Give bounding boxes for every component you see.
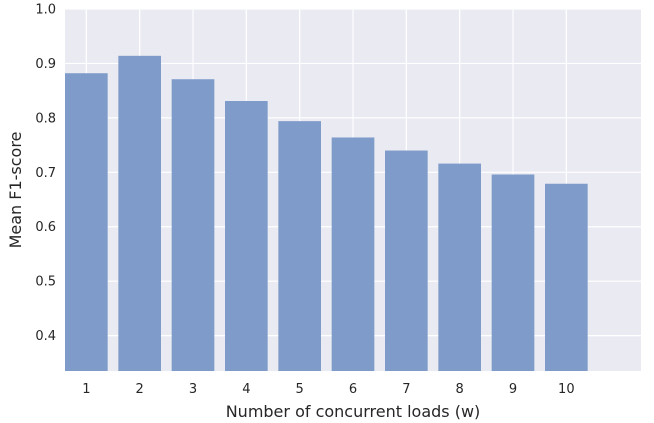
x-tick-label: 1 bbox=[82, 382, 90, 397]
y-tick-label: 0.8 bbox=[35, 111, 56, 126]
x-tick-label: 3 bbox=[189, 382, 197, 397]
y-tick-label: 0.5 bbox=[35, 275, 56, 290]
y-tick-label: 1.0 bbox=[35, 3, 56, 18]
bar-8 bbox=[438, 163, 481, 371]
x-tick-label: 6 bbox=[349, 382, 357, 397]
x-tick-label: 2 bbox=[136, 382, 144, 397]
x-tick-label: 8 bbox=[456, 382, 464, 397]
bar-9 bbox=[491, 174, 535, 371]
bar-2 bbox=[118, 55, 161, 372]
y-tick-label: 0.6 bbox=[35, 220, 56, 235]
bar-5 bbox=[278, 121, 321, 372]
y-axis-label: Mean F1-score bbox=[6, 132, 25, 249]
x-tick-label: 5 bbox=[296, 382, 304, 397]
bar-4 bbox=[225, 100, 268, 371]
bar-7 bbox=[385, 150, 428, 371]
y-tick-label: 0.9 bbox=[35, 57, 56, 72]
y-tick-label: 0.4 bbox=[35, 329, 56, 344]
bars bbox=[65, 55, 588, 372]
bar-10 bbox=[545, 183, 588, 371]
x-tick-label: 4 bbox=[242, 382, 250, 397]
x-tick-label: 10 bbox=[558, 382, 575, 397]
x-axis-label: Number of concurrent loads (w) bbox=[226, 402, 481, 421]
bar-3 bbox=[171, 79, 215, 371]
y-tick-labels: 0.4 0.5 0.6 0.7 0.8 0.9 1.0 bbox=[35, 3, 56, 345]
y-tick-label: 0.7 bbox=[35, 166, 56, 181]
bar-1 bbox=[65, 73, 108, 371]
x-tick-label: 9 bbox=[509, 382, 517, 397]
bar-6 bbox=[331, 137, 375, 371]
x-tick-label: 7 bbox=[402, 382, 410, 397]
x-tick-labels: 1 2 3 4 5 6 7 8 9 10 bbox=[82, 382, 574, 397]
